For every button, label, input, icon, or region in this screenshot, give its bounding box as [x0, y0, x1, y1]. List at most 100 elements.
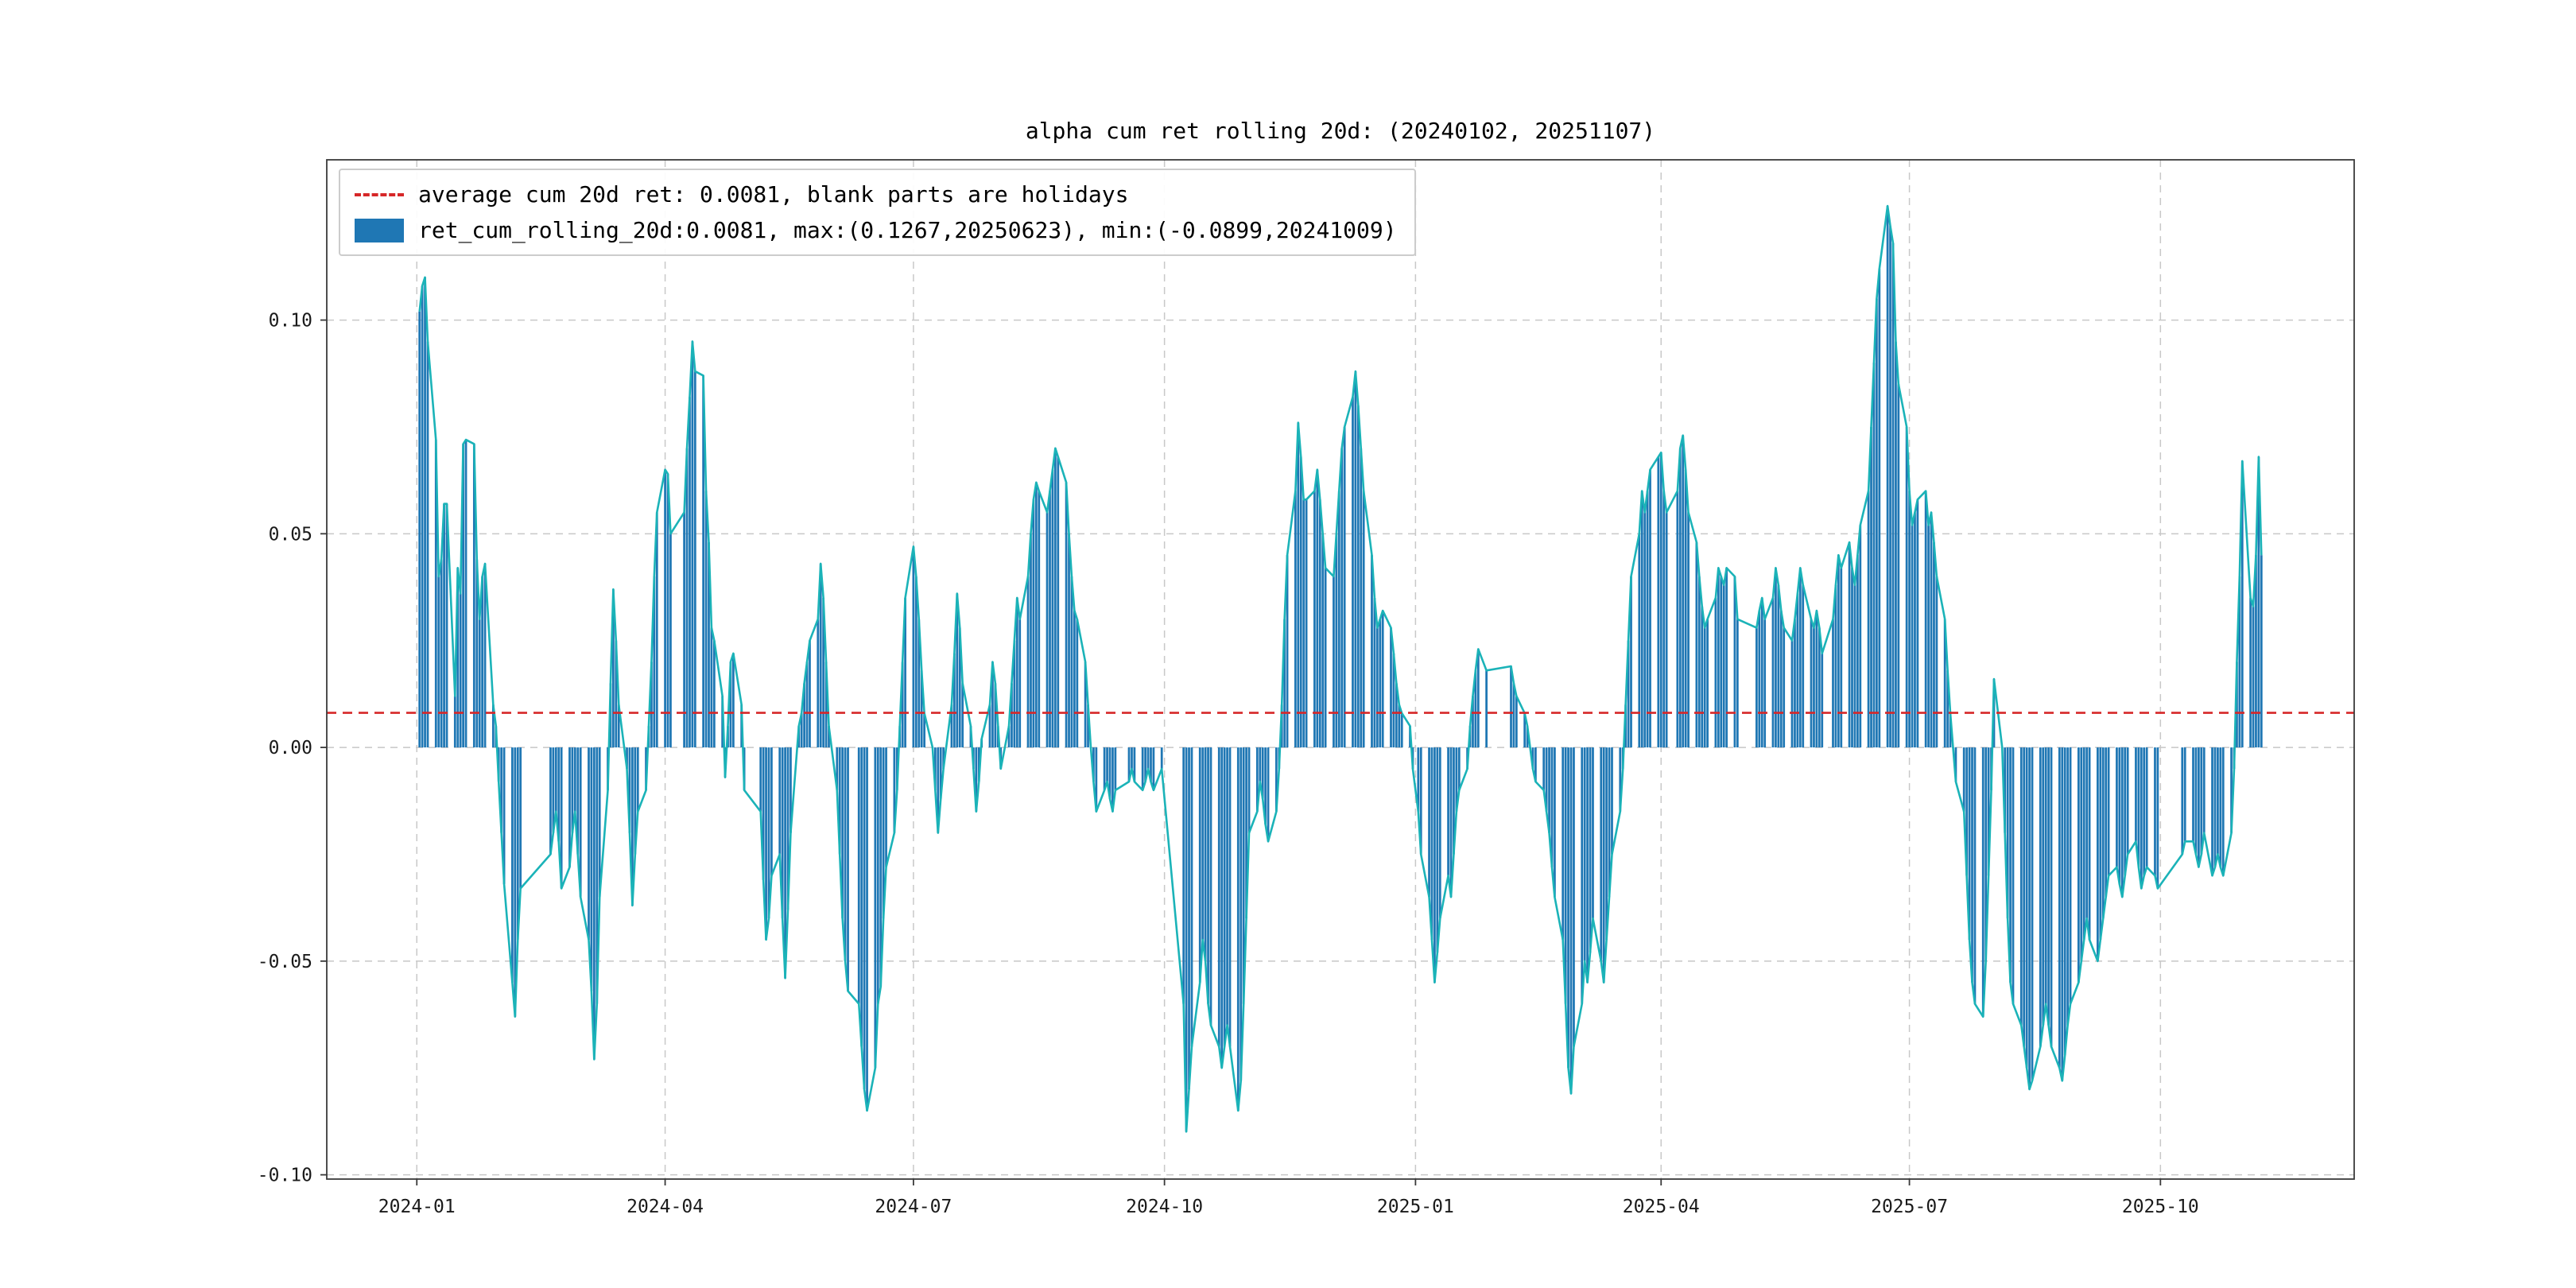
bar: [462, 444, 464, 748]
bar: [1701, 606, 1704, 748]
bar: [920, 670, 923, 748]
bar: [708, 542, 710, 748]
bar: [1274, 747, 1278, 812]
bar: [1534, 747, 1537, 782]
axes-border: [326, 159, 2355, 1180]
bar: [1390, 627, 1392, 748]
bar: [1878, 269, 1881, 748]
bar: [2202, 747, 2206, 833]
bar: [1905, 426, 1908, 748]
bar: [1895, 341, 1897, 748]
bar: [445, 503, 448, 748]
bar: [1182, 747, 1185, 1004]
bar: [1392, 653, 1395, 748]
bar: [2085, 747, 2089, 919]
bar: [1127, 747, 1131, 782]
bar: [1438, 747, 1441, 919]
bar: [2082, 747, 2085, 940]
bar: [789, 747, 792, 833]
bar: [1316, 469, 1319, 748]
bar: [1777, 584, 1780, 748]
bar: [1984, 747, 1988, 961]
bar: [994, 683, 997, 748]
bar: [857, 747, 860, 1004]
bar: [879, 747, 883, 987]
bar: [2080, 747, 2083, 961]
bar: [1223, 747, 1226, 1047]
bar: [1084, 661, 1087, 748]
bar: [571, 747, 574, 833]
bar: [950, 704, 953, 748]
bar: [1526, 726, 1529, 748]
bar: [1717, 568, 1720, 748]
bar: [440, 559, 443, 748]
bar: [2230, 747, 2233, 833]
bar: [2213, 747, 2217, 867]
bar: [1714, 597, 1717, 748]
bar: [2047, 747, 2050, 1026]
bar: [2260, 555, 2263, 748]
bar: [1545, 747, 1548, 812]
bar: [1259, 747, 1262, 782]
bar: [784, 747, 786, 979]
bar: [1417, 747, 1420, 812]
bar: [491, 704, 495, 748]
bar: [876, 747, 879, 1004]
y-tick-label: -0.05: [258, 952, 312, 972]
bar: [1485, 670, 1488, 748]
bar: [2135, 747, 2137, 842]
bar: [819, 563, 822, 748]
bar: [1851, 568, 1853, 748]
bar: [472, 444, 475, 748]
bar: [1034, 482, 1038, 748]
bar: [1592, 747, 1594, 919]
bar: [1891, 242, 1895, 748]
bar: [1283, 619, 1286, 748]
bar: [2004, 747, 2007, 833]
bar: [1141, 747, 1144, 790]
bar: [560, 747, 563, 889]
bar: [426, 341, 429, 748]
bar: [838, 747, 841, 855]
bar: [1373, 597, 1376, 748]
bar: [1968, 747, 1971, 940]
bar: [1286, 555, 1289, 748]
bar: [2124, 747, 2127, 876]
bar: [1627, 640, 1630, 748]
bar: [1987, 747, 1990, 876]
bar: [732, 653, 735, 748]
bar: [844, 747, 847, 961]
bar: [1049, 491, 1051, 748]
bar: [1512, 683, 1515, 748]
bar: [1076, 619, 1079, 748]
bar: [1837, 555, 1840, 748]
bar: [1103, 747, 1106, 790]
bar: [1188, 747, 1190, 1090]
bar: [693, 371, 696, 748]
bar: [1240, 747, 1243, 1081]
bar: [2050, 747, 2053, 1047]
bar: [568, 747, 571, 867]
bar: [1583, 747, 1586, 961]
legend-entry-series: ret_cum_rolling_20d:0.0081, max:(0.1267,…: [355, 217, 1397, 243]
bar: [1011, 683, 1013, 748]
bar: [2012, 747, 2015, 1004]
bar: [1150, 747, 1152, 782]
bar: [1682, 435, 1685, 748]
bar: [1569, 747, 1573, 1094]
bar: [942, 747, 945, 769]
bar: [2039, 747, 2042, 1047]
bar: [1856, 555, 1859, 748]
bar: [579, 747, 582, 898]
bar: [511, 747, 514, 983]
bar: [1068, 533, 1070, 748]
bar: [1333, 576, 1335, 748]
bar: [1706, 619, 1709, 748]
bar: [863, 747, 866, 1090]
bar: [1848, 542, 1851, 748]
y-tick-label: 0.00: [269, 738, 312, 758]
bar: [453, 696, 456, 748]
bar: [1771, 597, 1775, 748]
bar: [803, 683, 805, 748]
series-line: [418, 204, 2263, 1133]
